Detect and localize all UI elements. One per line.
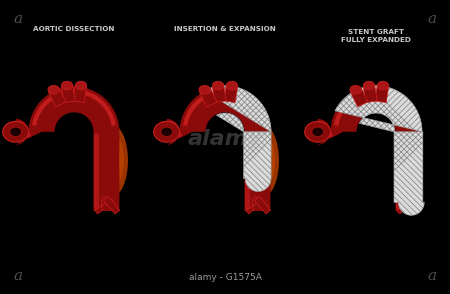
Text: a: a: [428, 12, 436, 26]
Polygon shape: [396, 197, 411, 214]
Polygon shape: [204, 86, 271, 191]
Ellipse shape: [226, 81, 238, 90]
Ellipse shape: [100, 133, 124, 188]
Polygon shape: [94, 197, 109, 214]
Polygon shape: [246, 197, 260, 214]
Polygon shape: [224, 85, 238, 103]
Polygon shape: [166, 86, 270, 211]
Ellipse shape: [3, 121, 29, 142]
Ellipse shape: [161, 127, 172, 136]
Ellipse shape: [255, 143, 271, 178]
Polygon shape: [335, 86, 424, 215]
Polygon shape: [104, 197, 120, 214]
Polygon shape: [73, 85, 87, 103]
Polygon shape: [212, 85, 226, 103]
Ellipse shape: [96, 125, 128, 197]
Polygon shape: [351, 87, 368, 107]
Polygon shape: [375, 85, 389, 103]
Ellipse shape: [350, 85, 361, 94]
Polygon shape: [405, 197, 422, 214]
Text: alamy - G1575A: alamy - G1575A: [189, 273, 261, 282]
Polygon shape: [199, 87, 217, 107]
Ellipse shape: [10, 127, 22, 136]
Text: AORTIC DISSECTION: AORTIC DISSECTION: [33, 26, 115, 32]
Ellipse shape: [75, 81, 87, 90]
Text: STENT GRAFT
FULLY EXPANDED: STENT GRAFT FULLY EXPANDED: [341, 29, 411, 43]
Polygon shape: [335, 86, 424, 215]
Ellipse shape: [377, 81, 389, 90]
Polygon shape: [16, 86, 119, 211]
Polygon shape: [204, 86, 271, 191]
Polygon shape: [204, 86, 271, 191]
Polygon shape: [32, 89, 116, 126]
Ellipse shape: [251, 133, 275, 188]
Ellipse shape: [48, 85, 59, 94]
Polygon shape: [49, 87, 66, 107]
Polygon shape: [255, 197, 270, 214]
Polygon shape: [318, 86, 421, 211]
Text: INSERTION & EXPANSION: INSERTION & EXPANSION: [174, 26, 276, 32]
Text: a: a: [14, 269, 22, 283]
Text: a: a: [14, 12, 22, 26]
Ellipse shape: [104, 143, 120, 178]
Ellipse shape: [312, 127, 324, 136]
Ellipse shape: [212, 81, 224, 90]
Polygon shape: [335, 86, 424, 215]
Ellipse shape: [154, 121, 180, 142]
Ellipse shape: [61, 81, 73, 90]
Ellipse shape: [248, 125, 279, 197]
Ellipse shape: [305, 121, 331, 142]
Ellipse shape: [363, 81, 375, 90]
Polygon shape: [61, 85, 75, 103]
Polygon shape: [363, 85, 377, 103]
Polygon shape: [183, 89, 267, 126]
Text: alamy: alamy: [187, 129, 263, 149]
Polygon shape: [334, 89, 418, 126]
Text: a: a: [428, 269, 436, 283]
Ellipse shape: [199, 85, 211, 94]
